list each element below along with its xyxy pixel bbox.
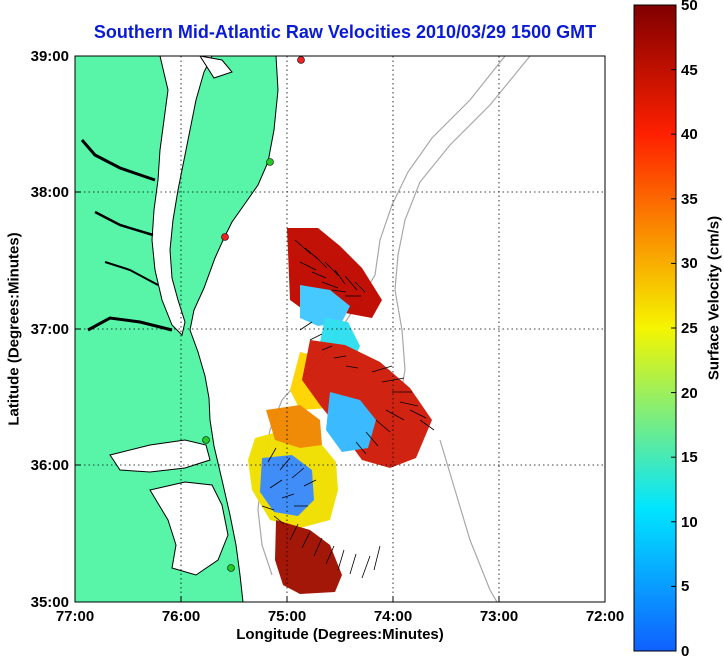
station-marker bbox=[227, 564, 235, 572]
colorbar-tick-label: 40 bbox=[681, 126, 698, 143]
bathymetry-contour-deep bbox=[439, 439, 498, 602]
station-marker bbox=[297, 56, 305, 64]
colorbar-tick-label: 0 bbox=[681, 643, 689, 659]
colorbar-tick-label: 15 bbox=[681, 449, 698, 466]
lon-tick-label: 76:00 bbox=[162, 608, 200, 625]
map-grid bbox=[75, 56, 605, 602]
station-marker bbox=[266, 158, 274, 166]
colorbar-tick-label: 10 bbox=[681, 514, 698, 531]
chesapeake-bay bbox=[151, 56, 213, 336]
lon-tick-label: 72:00 bbox=[586, 608, 624, 625]
lat-tick-label: 35:00 bbox=[31, 594, 69, 611]
river-potomac bbox=[80, 139, 156, 182]
colorbar-tick-label: 25 bbox=[681, 320, 698, 337]
delaware-bay bbox=[199, 56, 233, 79]
colorbar-tick-label: 20 bbox=[681, 385, 698, 402]
lon-tick-label: 73:00 bbox=[480, 608, 518, 625]
river-rappahannock bbox=[94, 210, 154, 237]
map-title: Southern Mid-Atlantic Raw Velocities 201… bbox=[93, 22, 597, 42]
pamlico-sound bbox=[149, 481, 229, 576]
lon-tick-label: 77:00 bbox=[56, 608, 94, 625]
lon-tick-label: 75:00 bbox=[268, 608, 306, 625]
colorbar-tick-label: 35 bbox=[681, 191, 698, 208]
lat-tick-label: 36:00 bbox=[31, 457, 69, 474]
river-york bbox=[104, 261, 159, 286]
station-marker bbox=[202, 436, 210, 444]
x-axis-label: Longitude (Degrees:Minutes) bbox=[236, 626, 444, 643]
colorbar-tick-label: 45 bbox=[681, 62, 698, 79]
albemarle-sound bbox=[109, 439, 211, 473]
colorbar bbox=[633, 4, 677, 652]
lon-tick-label: 74:00 bbox=[374, 608, 412, 625]
lat-tick-label: 37:00 bbox=[31, 321, 69, 338]
velocity-field bbox=[248, 228, 432, 594]
y-axis-label: Latitude (Degrees:Minutes) bbox=[5, 232, 23, 426]
river-james bbox=[87, 316, 173, 332]
station-marker bbox=[221, 233, 229, 241]
colorbar-label: Surface Velocity (cm/s) bbox=[705, 215, 723, 381]
colorbar-tick-label: 50 bbox=[681, 0, 698, 14]
colorbar-tick-label: 5 bbox=[681, 578, 689, 595]
colorbar-tick-label: 30 bbox=[681, 255, 698, 272]
lat-tick-label: 39:00 bbox=[31, 48, 69, 65]
lat-tick-label: 38:00 bbox=[31, 184, 69, 201]
